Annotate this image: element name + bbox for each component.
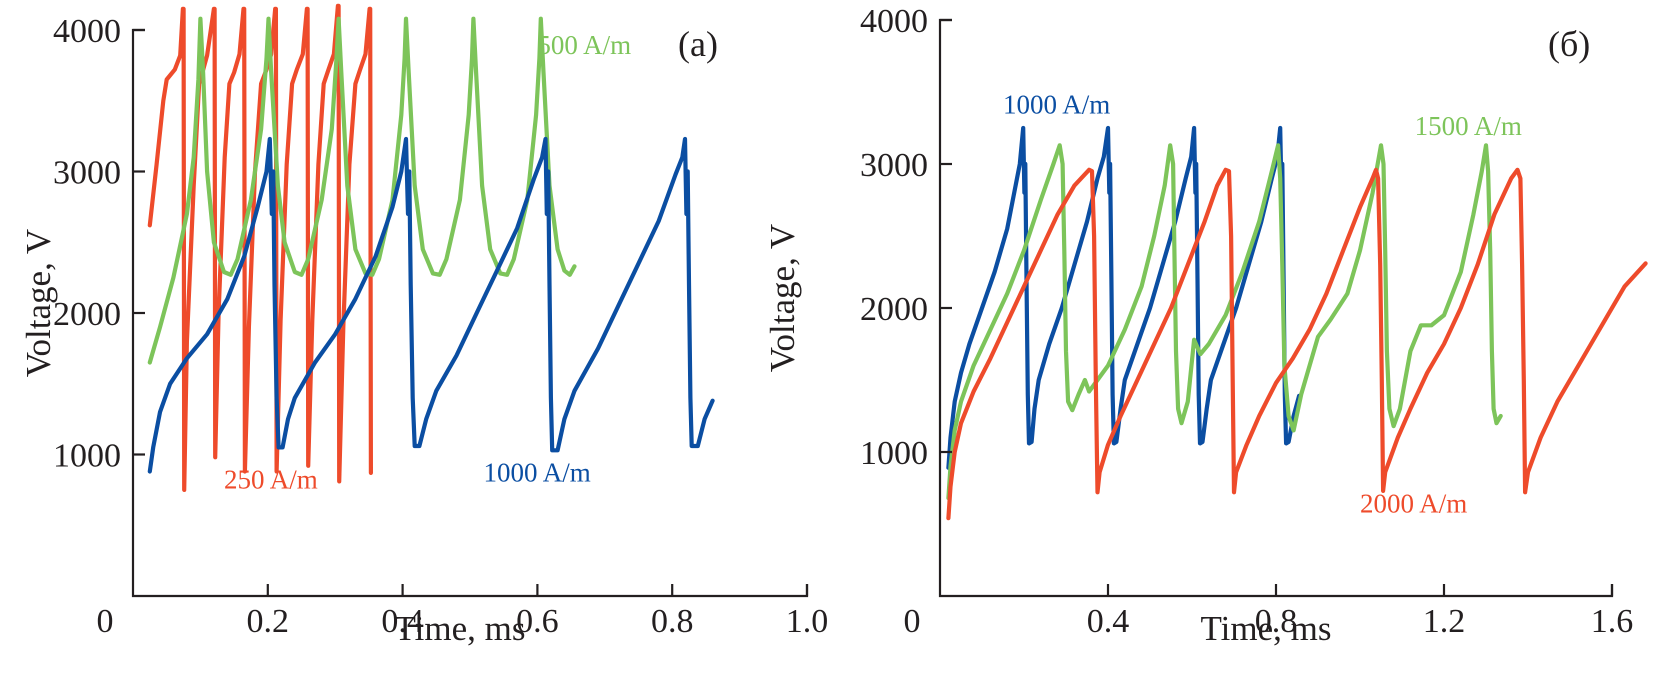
y-tick-label: 3000	[860, 147, 928, 184]
series-labels-b: 1000 A/m 1500 A/m 2000 A/m	[1003, 90, 1522, 519]
x-tick-label: 0.4	[381, 603, 424, 640]
y-axis-title-b: Voltage, V	[763, 224, 802, 372]
y-tick-label: 4000	[53, 13, 121, 50]
ticks-b: 1000 2000 3000 4000 0 0.4 0.8 1.2 1.6	[860, 3, 1633, 640]
y-tick-label: 3000	[53, 155, 121, 192]
x-tick-label: 1.0	[786, 603, 829, 640]
x-tick-label: 1.2	[1423, 603, 1466, 640]
curves-layer-a	[147, 3, 715, 492]
panel-label-a: (a)	[678, 24, 718, 64]
series-label: 1000 A/m	[1003, 90, 1110, 120]
x-tick-label: 0.2	[247, 603, 290, 640]
x-axis-title-b: Time, ms	[1201, 609, 1332, 648]
series-label: 1500 A/m	[1415, 111, 1522, 141]
x-tick-label: 0.8	[651, 603, 694, 640]
y-tick-label: 1000	[860, 435, 928, 472]
series-label: 1000 A/m	[483, 457, 590, 487]
y-axis-title-a: Voltage, V	[19, 229, 58, 377]
series-line-2000-am	[946, 167, 1648, 521]
x-tick-label: 0.6	[516, 603, 559, 640]
x-tick-label: 0	[97, 603, 114, 640]
y-tick-label: 2000	[53, 296, 121, 333]
series-label: 2000 A/m	[1360, 488, 1467, 518]
curves-layer-b	[946, 125, 1648, 521]
series-line-500-am	[147, 16, 577, 365]
series-line-250-am	[147, 3, 373, 492]
x-tick-label: 0.8	[1255, 603, 1298, 640]
ticks-a: 1000 2000 3000 4000 0 0.2 0.4 0.6 0.8 1.0	[53, 13, 828, 640]
series-label: 500 A/m	[537, 30, 631, 60]
series-line-1000-am	[147, 136, 715, 474]
x-axis-title-a: Time, ms	[395, 609, 526, 648]
x-tick-label: 0	[904, 603, 921, 640]
series-label: 250 A/m	[224, 464, 318, 494]
x-tick-label: 1.6	[1591, 603, 1634, 640]
y-tick-label: 1000	[53, 438, 121, 475]
x-tick-label: 0.4	[1087, 603, 1130, 640]
series-line-1500-am	[946, 143, 1503, 501]
series-line-1000-am	[946, 125, 1302, 470]
panel-a: 1000 2000 3000 4000 0 0.2 0.4 0.6 0.8 1.0 Time, m…	[19, 3, 828, 648]
y-tick-label: 4000	[860, 3, 928, 40]
y-tick-label: 2000	[860, 291, 928, 328]
panel-b: 1000 2000 3000 4000 0 0.4 0.8 1.2 1.6 Time, ms V…	[763, 3, 1648, 648]
series-labels-a: 250 A/m 500 A/m 1000 A/m	[224, 30, 631, 494]
panel-label-b: (б)	[1548, 24, 1590, 64]
